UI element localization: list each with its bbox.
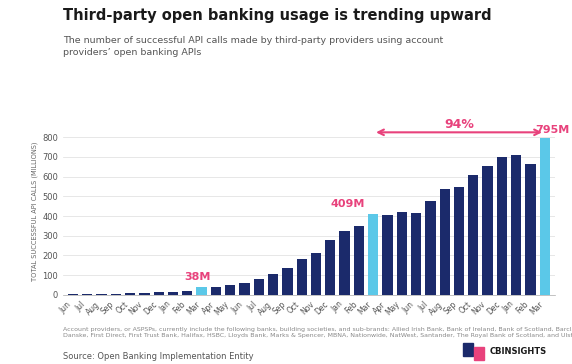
Text: 409M: 409M — [330, 199, 365, 209]
Bar — [210, 286, 221, 295]
Text: 38M: 38M — [184, 272, 210, 282]
Text: Source: Open Banking Implementation Entity: Source: Open Banking Implementation Enti… — [63, 352, 253, 361]
Bar — [468, 175, 478, 295]
Bar — [339, 231, 349, 295]
Bar — [325, 240, 335, 295]
Bar — [454, 187, 464, 295]
Bar — [139, 293, 149, 295]
Text: Third-party open banking usage is trending upward: Third-party open banking usage is trendi… — [63, 8, 491, 23]
Text: CBINSIGHTS: CBINSIGHTS — [490, 347, 546, 356]
Text: 795M: 795M — [535, 125, 569, 135]
Bar — [296, 260, 307, 295]
Bar — [111, 294, 121, 295]
Bar — [526, 164, 535, 295]
Bar — [96, 294, 107, 295]
Bar — [68, 294, 78, 295]
Bar — [311, 253, 321, 295]
Bar — [268, 274, 278, 295]
Bar — [382, 215, 392, 295]
Bar — [225, 285, 236, 295]
Bar — [353, 226, 364, 295]
Text: The number of successful API calls made by third-party providers using account
p: The number of successful API calls made … — [63, 36, 443, 57]
Bar — [239, 282, 250, 295]
Bar — [368, 214, 379, 295]
Bar — [168, 292, 178, 295]
Bar — [511, 155, 521, 295]
Bar — [425, 201, 436, 295]
Bar — [397, 212, 407, 295]
Bar — [125, 293, 135, 295]
Y-axis label: TOTAL SUCCESSFUL API CALLS (MILLIONS): TOTAL SUCCESSFUL API CALLS (MILLIONS) — [31, 141, 38, 281]
Text: Account providers, or ASPSPs, currently include the following banks, building so: Account providers, or ASPSPs, currently … — [63, 327, 572, 338]
Bar — [254, 279, 264, 295]
Bar — [496, 157, 507, 295]
Bar — [540, 138, 550, 295]
Bar — [474, 347, 484, 360]
Bar — [197, 287, 207, 295]
Bar — [283, 268, 293, 295]
Bar — [411, 213, 421, 295]
Bar — [82, 294, 93, 295]
Bar — [463, 343, 473, 356]
Bar — [153, 293, 164, 295]
Bar — [482, 166, 492, 295]
Bar — [439, 189, 450, 295]
Text: 94%: 94% — [444, 118, 474, 131]
Bar — [182, 291, 192, 295]
